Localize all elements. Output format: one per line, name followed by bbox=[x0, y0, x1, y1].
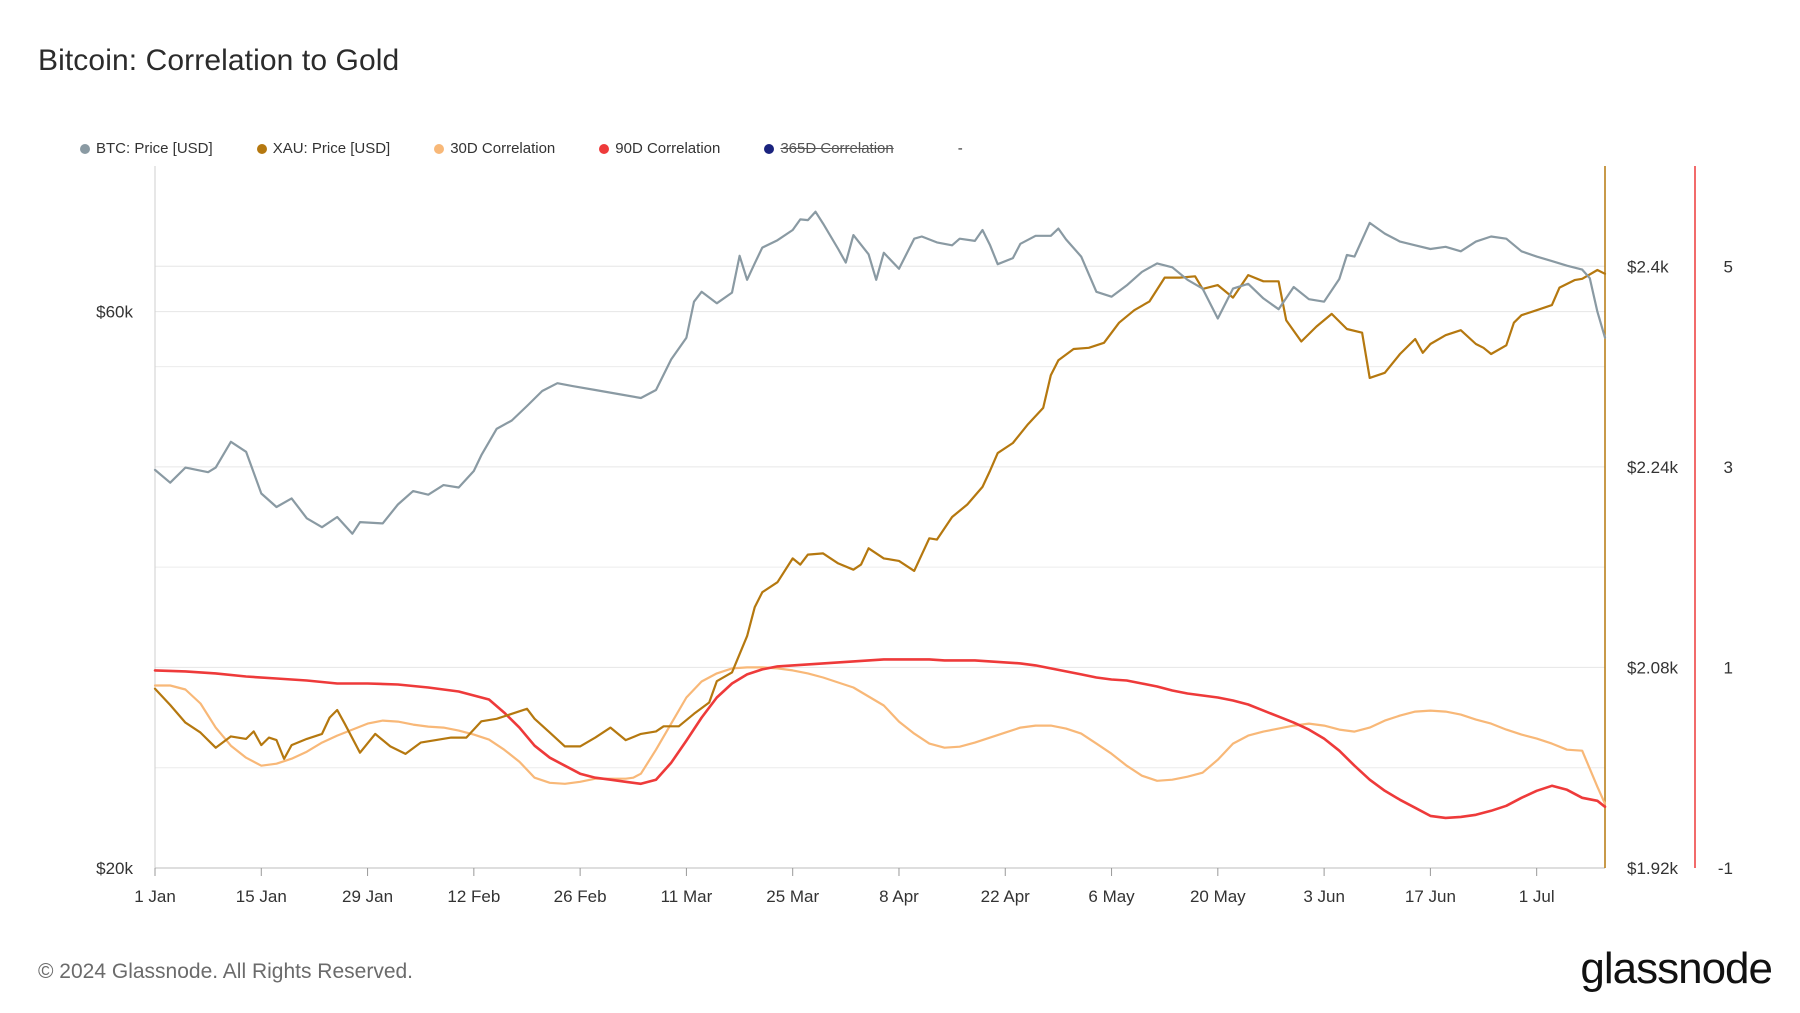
correlation-tick-label: 1 bbox=[1724, 658, 1733, 677]
x-tick-label: 6 May bbox=[1088, 887, 1135, 906]
series-line-btc-price-usd[interactable] bbox=[153, 210, 1607, 535]
x-tick-label: 26 Feb bbox=[554, 887, 607, 906]
correlation-tick-label: 5 bbox=[1724, 257, 1733, 276]
legend-dot-icon bbox=[80, 143, 90, 154]
legend-dot-icon bbox=[764, 143, 775, 154]
x-tick-label: 3 Jun bbox=[1303, 887, 1345, 906]
x-tick-label: 20 May bbox=[1190, 887, 1246, 906]
series-line-30d-correlation[interactable] bbox=[153, 666, 1607, 805]
glassnode-logo: glassnode bbox=[1580, 944, 1773, 993]
xau-tick-label: $2.24k bbox=[1627, 458, 1679, 477]
x-tick-label: 17 Jun bbox=[1405, 887, 1456, 906]
x-tick-label: 15 Jan bbox=[236, 887, 287, 906]
legend-item-365d-correlation[interactable]: 365D Correlation bbox=[764, 140, 894, 157]
legend-dot-icon bbox=[434, 143, 445, 154]
correlation-tick-label: -1 bbox=[1718, 859, 1733, 878]
series-line-xau-price-usd[interactable] bbox=[153, 268, 1607, 760]
xau-tick-label: $1.92k bbox=[1627, 859, 1679, 878]
correlation-tick-label: 3 bbox=[1724, 458, 1733, 477]
btc-tick-label: $20k bbox=[96, 859, 133, 878]
legend-item-xau-price-usd[interactable]: XAU: Price [USD] bbox=[256, 140, 391, 157]
legend-label: 30D Correlation bbox=[450, 140, 556, 157]
legend-dot-icon bbox=[256, 143, 267, 154]
xau-tick-label: $2.08k bbox=[1627, 658, 1679, 677]
x-tick-label: 11 Mar bbox=[661, 887, 713, 906]
legend-item-90d-correlation[interactable]: 90D Correlation bbox=[599, 140, 720, 157]
copyright-text: © 2024 Glassnode. All Rights Reserved. bbox=[38, 960, 414, 983]
legend-label: XAU: Price [USD] bbox=[272, 140, 391, 157]
x-tick-label: 29 Jan bbox=[342, 887, 393, 906]
legend-label: 365D Correlation bbox=[780, 140, 894, 157]
legend-dot-icon bbox=[599, 143, 610, 154]
legend: BTC: Price [USD] XAU: Price [USD] 30D Corr… bbox=[80, 140, 963, 157]
x-tick-label: 25 Mar bbox=[766, 887, 819, 906]
legend-extra: - bbox=[957, 140, 963, 157]
x-tick-label: 1 Jan bbox=[134, 887, 176, 906]
x-tick-label: 1 Jul bbox=[1519, 887, 1555, 906]
legend-item-30d-correlation[interactable]: 30D Correlation bbox=[434, 140, 555, 157]
legend-item-btc-price-usd[interactable]: BTC: Price [USD] bbox=[80, 140, 213, 157]
btc-tick-label: $60k bbox=[96, 303, 133, 322]
x-tick-label: 22 Apr bbox=[981, 887, 1030, 906]
series-line-90d-correlation[interactable] bbox=[153, 658, 1607, 820]
xau-tick-label: $2.4k bbox=[1627, 257, 1669, 276]
x-tick-label: 12 Feb bbox=[447, 887, 500, 906]
legend-label: BTC: Price [USD] bbox=[96, 140, 213, 157]
x-tick-label: 8 Apr bbox=[879, 887, 919, 906]
chart-title: Bitcoin: Correlation to Gold bbox=[38, 44, 400, 77]
legend-label: 90D Correlation bbox=[615, 140, 721, 157]
